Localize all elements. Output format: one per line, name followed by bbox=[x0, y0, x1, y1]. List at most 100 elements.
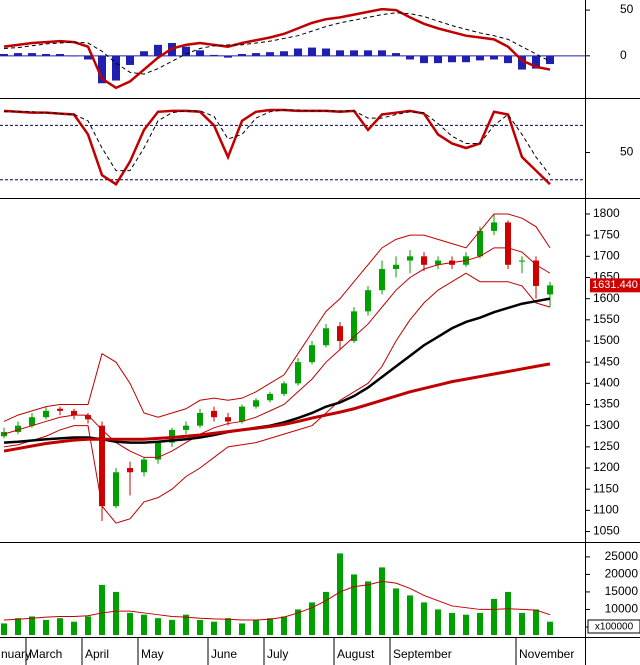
x-tick-label: nuary bbox=[1, 647, 31, 661]
candle-body bbox=[491, 222, 497, 231]
candle-body bbox=[309, 345, 315, 363]
volume-bar bbox=[421, 602, 427, 635]
y-tick-label: 1050 bbox=[593, 524, 620, 538]
y-tick-label: 20000 bbox=[605, 567, 639, 581]
y-tick-label: 15000 bbox=[605, 584, 639, 598]
x-tick-label: November bbox=[519, 647, 574, 661]
line bbox=[3, 7, 551, 90]
volume-bar bbox=[449, 612, 455, 635]
volume-bar bbox=[281, 616, 287, 635]
candle-body bbox=[183, 425, 189, 430]
y-tick-label: 1500 bbox=[593, 333, 620, 347]
histogram-bar bbox=[112, 55, 120, 81]
candle-body bbox=[99, 425, 105, 507]
histogram-bar bbox=[126, 55, 134, 65]
y-tick-label: 25000 bbox=[605, 549, 639, 563]
candle-body bbox=[71, 410, 77, 416]
panel: 50 bbox=[0, 108, 634, 186]
histogram-bar bbox=[462, 55, 470, 63]
y-tick-label: 1550 bbox=[593, 312, 620, 326]
histogram-bar bbox=[84, 55, 92, 60]
y-tick-label: 1600 bbox=[593, 291, 620, 305]
volume-bar bbox=[155, 618, 161, 635]
y-tick-label: 1800 bbox=[593, 206, 620, 220]
unit-label: x100000 bbox=[595, 622, 634, 633]
volume-bar bbox=[533, 609, 539, 635]
candle-body bbox=[267, 393, 273, 401]
candle-body bbox=[85, 415, 91, 420]
current-price-box bbox=[590, 278, 640, 293]
histogram-bar bbox=[336, 50, 344, 56]
histogram-bar bbox=[196, 50, 204, 56]
candle-body bbox=[281, 383, 287, 394]
histogram-bar bbox=[476, 55, 484, 61]
candle-body bbox=[295, 362, 301, 384]
candle-body bbox=[253, 400, 259, 407]
y-tick-label: 50 bbox=[620, 145, 634, 159]
histogram-bar bbox=[294, 48, 302, 56]
volume-bar bbox=[1, 623, 7, 635]
volume-bar bbox=[435, 609, 441, 635]
volume-bar bbox=[99, 584, 105, 635]
volume-bar bbox=[253, 619, 259, 635]
panel: 0 50 bbox=[0, 2, 634, 90]
histogram-bar bbox=[406, 55, 414, 60]
candle-body bbox=[505, 222, 511, 265]
candle-body bbox=[547, 285, 553, 295]
histogram-bar bbox=[518, 55, 526, 70]
histogram-bar bbox=[308, 47, 316, 56]
histogram-bar bbox=[350, 50, 358, 56]
histogram-bar bbox=[504, 55, 512, 64]
volume-bar bbox=[183, 614, 189, 635]
panel: 500010000150002000025000x100000nuaryMarc… bbox=[1, 549, 640, 665]
candle-body bbox=[435, 260, 441, 265]
histogram-bar bbox=[238, 53, 246, 56]
histogram-bar bbox=[280, 51, 288, 56]
histogram-bar bbox=[546, 55, 554, 65]
volume-bar bbox=[463, 614, 469, 635]
line bbox=[3, 213, 551, 422]
histogram-bar bbox=[434, 55, 442, 64]
volume-bar bbox=[323, 591, 329, 635]
y-tick-label: 1300 bbox=[593, 418, 620, 432]
candle-body bbox=[519, 260, 525, 262]
y-tick-label: 50 bbox=[620, 2, 634, 16]
volume-bar bbox=[57, 618, 63, 635]
y-tick-label: 1450 bbox=[593, 354, 620, 368]
volume-bar bbox=[351, 574, 357, 635]
histogram-bar bbox=[532, 55, 540, 69]
volume-bar bbox=[211, 621, 217, 635]
histogram-bar bbox=[224, 55, 232, 58]
candle-body bbox=[155, 442, 161, 460]
y-tick-label: 1700 bbox=[593, 248, 620, 262]
volume-bar bbox=[239, 623, 245, 635]
volume-bar bbox=[295, 609, 301, 635]
histogram-bar bbox=[392, 53, 400, 56]
volume-bar bbox=[337, 553, 343, 635]
line bbox=[3, 108, 551, 186]
x-tick-label: September bbox=[393, 647, 452, 661]
line bbox=[3, 12, 551, 75]
histogram-bar bbox=[266, 52, 274, 56]
candle-body bbox=[379, 269, 385, 291]
candle-body bbox=[393, 264, 399, 270]
volume-bar bbox=[547, 621, 553, 635]
volume-bar bbox=[267, 618, 273, 635]
x-tick-label: July bbox=[267, 647, 288, 661]
line bbox=[3, 362, 551, 453]
panel: 1050 1100 1150 1200 1250 1300 1350 1400 1450 1500… bbox=[1, 206, 640, 538]
volume-bar bbox=[379, 567, 385, 635]
y-tick-label: 10000 bbox=[605, 602, 639, 616]
volume-bar bbox=[141, 614, 147, 635]
candle-body bbox=[225, 417, 231, 422]
y-tick-label: 1200 bbox=[593, 460, 620, 474]
candle-body bbox=[365, 290, 371, 312]
y-tick-label: 1750 bbox=[593, 227, 620, 241]
candle-body bbox=[57, 408, 63, 411]
y-tick-label: 1150 bbox=[593, 481, 619, 495]
candle-body bbox=[477, 230, 483, 257]
candle-body bbox=[15, 425, 21, 433]
